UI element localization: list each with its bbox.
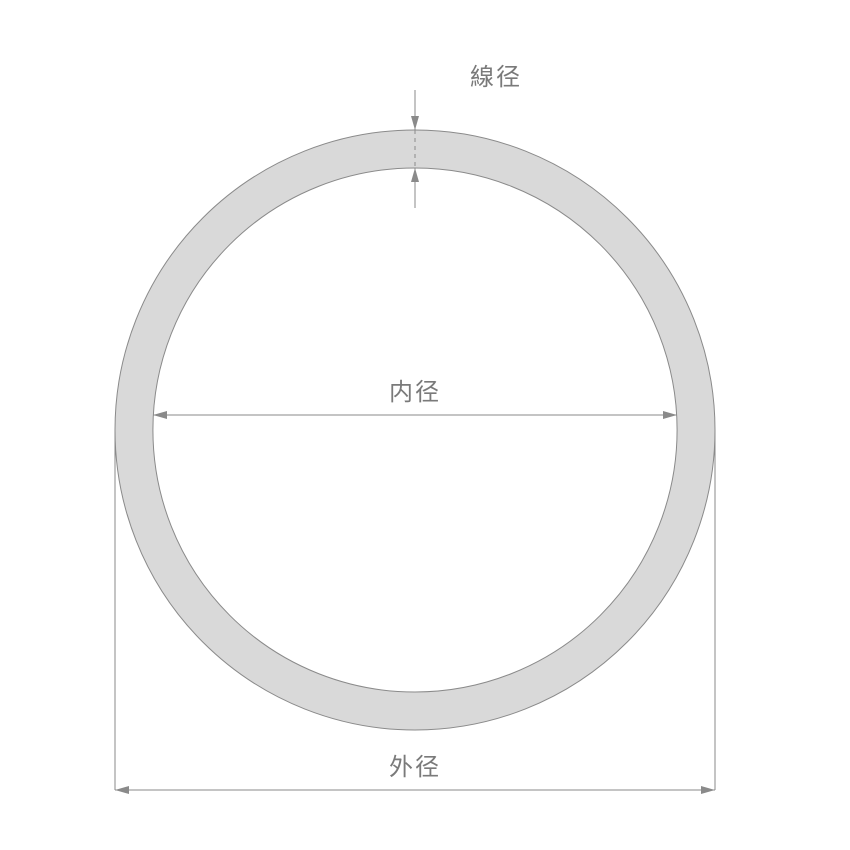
ring-shape	[115, 130, 715, 730]
outer-diameter-label: 外径	[389, 754, 441, 781]
wire-diameter-label: 線径	[470, 64, 522, 91]
inner-diameter-label: 内径	[389, 379, 441, 406]
